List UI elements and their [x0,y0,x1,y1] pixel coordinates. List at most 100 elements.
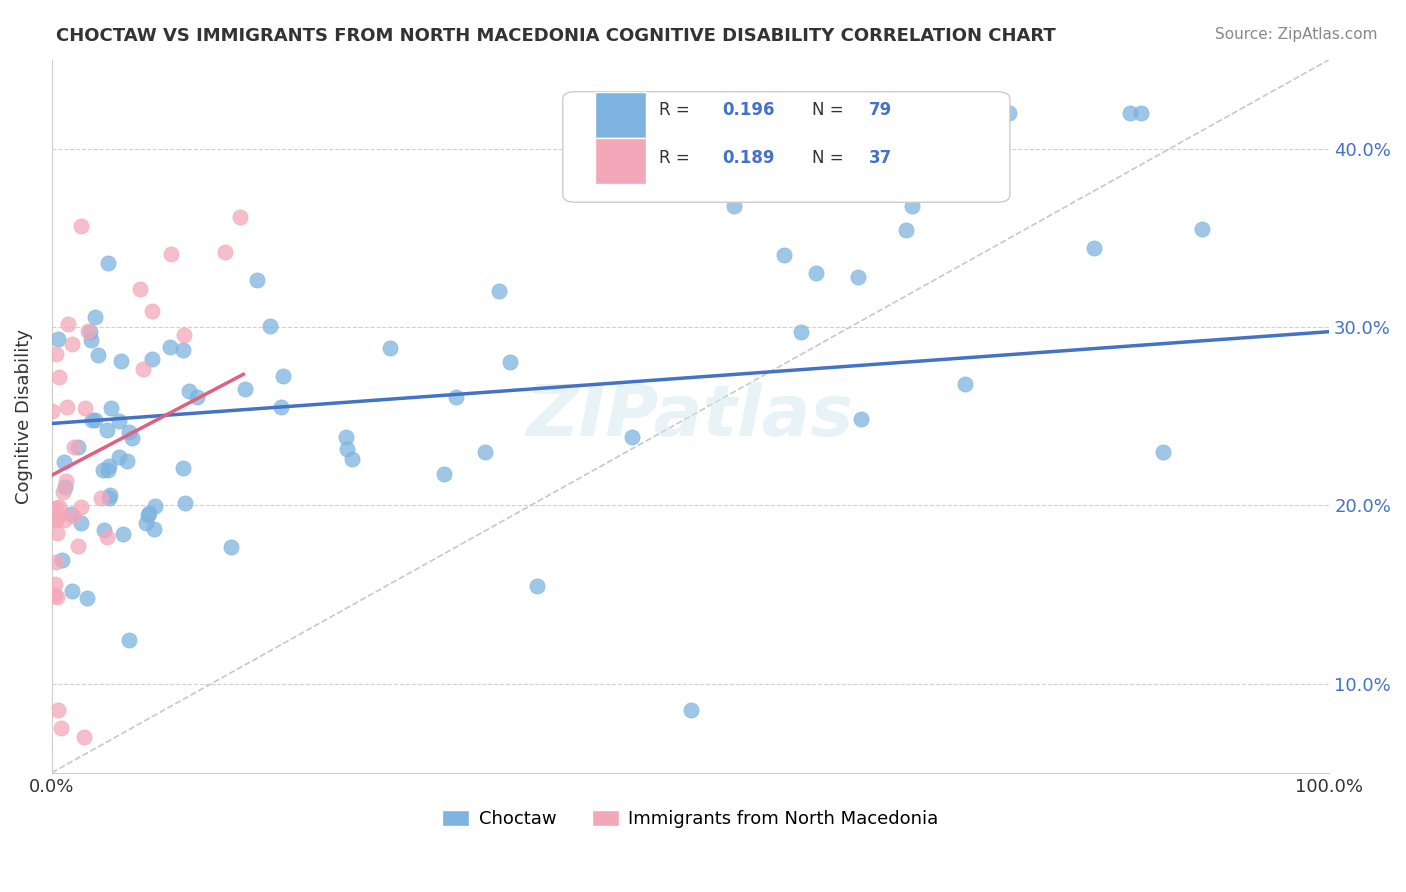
Point [380,342,402,356]
Point [270,400,292,414]
Point [48,370,70,384]
Point [97,463,120,477]
Point [45,555,67,569]
Point [96,423,118,437]
FancyBboxPatch shape [562,92,1010,202]
Point [526,578,548,592]
Point [110,354,132,368]
Text: Source: ZipAtlas.com: Source: ZipAtlas.com [1215,27,1378,42]
Point [621,430,644,444]
Point [83,413,105,427]
Point [73,730,96,744]
Point [97,255,120,269]
Point [67,539,90,553]
Point [174,496,197,510]
Text: 0.196: 0.196 [723,101,775,120]
Point [814,117,837,131]
Point [335,430,357,444]
Y-axis label: Cognitive Disability: Cognitive Disability [15,328,32,504]
Point [723,199,745,213]
Point [45,511,67,525]
Text: 0.189: 0.189 [723,149,775,167]
Point [79,325,101,339]
Point [160,247,183,261]
Point [45,590,67,604]
Point [60,584,83,599]
Point [128,282,150,296]
Point [45,500,67,515]
Point [67,440,90,454]
Point [214,245,236,260]
Point [53,513,76,527]
Point [93,523,115,537]
Point [340,451,363,466]
Point [60,507,83,521]
Point [273,369,295,384]
Text: N =: N = [811,149,849,167]
Point [45,513,67,527]
Point [60,337,83,351]
Point [246,273,269,287]
Point [336,442,359,456]
Point [108,414,131,428]
Point [100,401,122,415]
Point [80,333,103,347]
Point [51,553,73,567]
Point [804,266,827,280]
Point [773,248,796,262]
Point [901,199,924,213]
Legend: Choctaw, Immigrants from North Macedonia: Choctaw, Immigrants from North Macedonia [436,802,946,835]
Point [45,347,67,361]
Point [48,500,70,515]
Point [141,352,163,367]
Point [488,285,510,299]
Point [173,328,195,343]
Bar [595,92,645,138]
Point [56,318,79,332]
Point [159,340,181,354]
Point [41,404,63,418]
Point [83,310,105,324]
Point [173,461,195,475]
Point [86,348,108,362]
Point [70,219,93,233]
Text: R =: R = [658,149,695,167]
Point [90,491,112,505]
Point [70,500,93,514]
Point [96,530,118,544]
Point [142,522,165,536]
Text: CHOCTAW VS IMMIGRANTS FROM NORTH MACEDONIA COGNITIVE DISABILITY CORRELATION CHAR: CHOCTAW VS IMMIGRANTS FROM NORTH MACEDON… [56,27,1056,45]
Point [790,325,813,339]
Point [73,401,96,416]
Point [46,333,69,347]
Point [849,411,872,425]
Point [896,223,918,237]
Point [55,474,77,488]
Point [97,458,120,473]
Point [107,450,129,465]
Point [76,591,98,605]
Text: R =: R = [658,101,695,120]
Point [953,377,976,392]
Point [1191,222,1213,236]
Point [433,467,456,481]
Point [474,444,496,458]
Text: 37: 37 [869,149,893,167]
Point [121,431,143,445]
Point [80,413,103,427]
Point [52,484,75,499]
Text: ZIPatlas: ZIPatlas [527,382,855,450]
Point [135,516,157,530]
Point [132,362,155,376]
Point [141,303,163,318]
Point [186,390,208,404]
Point [118,632,141,647]
Point [62,440,84,454]
Point [1152,445,1174,459]
Point [997,106,1019,120]
Point [98,491,121,505]
Point [62,508,84,523]
Point [1119,106,1142,120]
Point [53,455,76,469]
Point [44,588,66,602]
